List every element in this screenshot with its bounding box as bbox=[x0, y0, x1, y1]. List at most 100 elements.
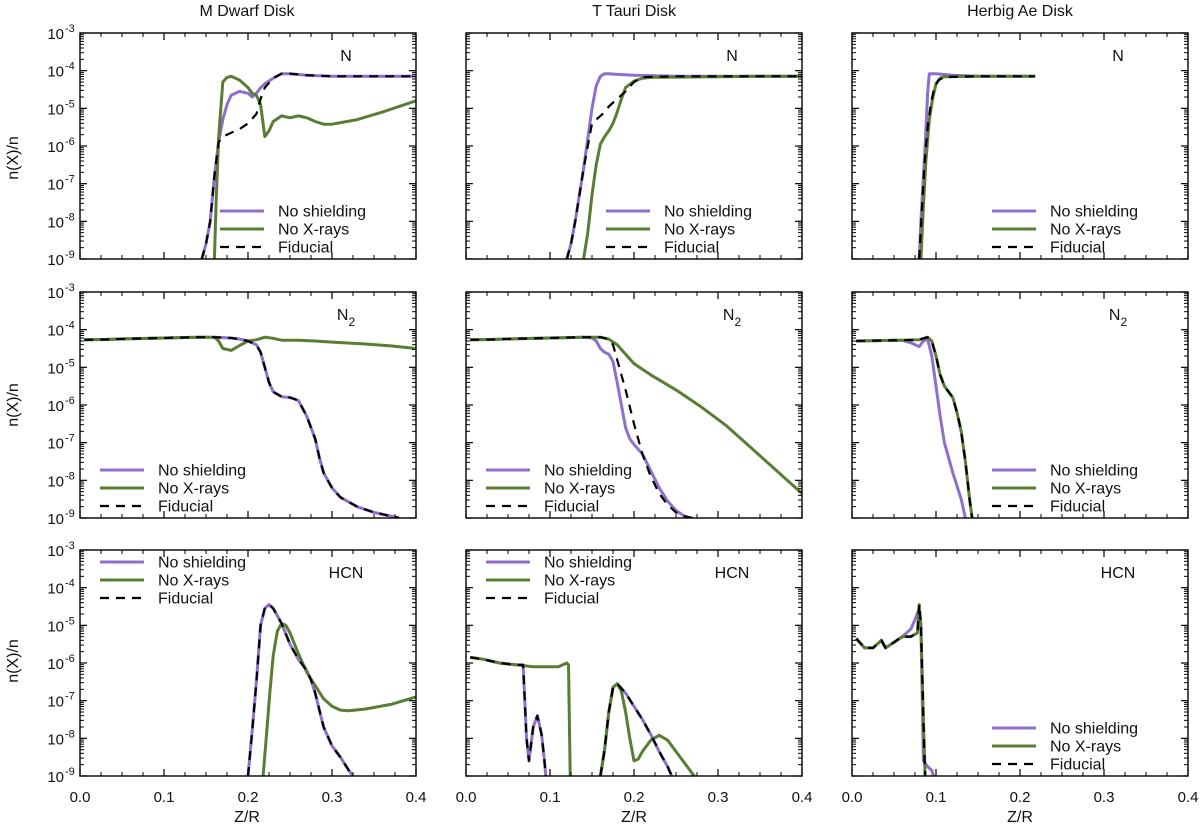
species-label: N bbox=[340, 48, 352, 65]
series-line-fiducial bbox=[470, 336, 694, 518]
y-tick-exponent: -7 bbox=[65, 174, 75, 186]
legend-label-fiducial: Fiducial bbox=[544, 591, 599, 608]
y-tick-label: 10 bbox=[47, 64, 64, 81]
y-tick-exponent: -7 bbox=[65, 691, 75, 703]
y-tick-label: 10 bbox=[47, 511, 64, 528]
legend-label-no-shielding: No shielding bbox=[544, 463, 632, 480]
y-tick-label: 10 bbox=[47, 252, 64, 269]
legend-label-no-x-rays: No X-rays bbox=[544, 573, 615, 590]
y-tick-label: 10 bbox=[47, 101, 64, 118]
y-axis-label-row-1: n(X)/n bbox=[5, 136, 22, 180]
y-tick-label: 10 bbox=[47, 214, 64, 231]
series-line-fiducial bbox=[200, 72, 416, 259]
x-tick-label: 0.1 bbox=[540, 789, 561, 806]
x-tick-label: 0.2 bbox=[1010, 789, 1031, 806]
series-line-fiducial bbox=[470, 656, 547, 776]
series-line-no-shielding bbox=[856, 337, 967, 518]
legend-label-fiducial: Fiducial bbox=[544, 499, 599, 516]
panel-frame bbox=[851, 549, 1189, 777]
panel-frame bbox=[465, 291, 803, 519]
y-tick-label: 10 bbox=[47, 581, 64, 598]
x-tick-label: 0.4 bbox=[1178, 789, 1199, 806]
species-label: HCN bbox=[329, 565, 364, 582]
series-line-no-x-rays bbox=[261, 622, 416, 776]
legend-label-fiducial: Fiducial bbox=[1050, 240, 1105, 257]
legend-label-no-shielding: No shielding bbox=[544, 555, 632, 572]
y-tick-label: 10 bbox=[47, 323, 64, 340]
series-line-no-shielding bbox=[84, 335, 400, 518]
y-tick-exponent: -6 bbox=[65, 136, 75, 148]
legend-label-no-shielding: No shielding bbox=[1050, 721, 1138, 738]
legend-label-fiducial: Fiducial bbox=[664, 240, 719, 257]
panel-frame bbox=[851, 32, 1189, 260]
y-tick-label: 10 bbox=[47, 473, 64, 490]
series-line-fiducial bbox=[84, 336, 400, 518]
legend-label-no-shielding: No shielding bbox=[158, 463, 246, 480]
x-axis-label-col-2: Z/R bbox=[621, 809, 647, 826]
legend-label-no-x-rays: No X-rays bbox=[1050, 222, 1121, 239]
x-tick-label: 0.1 bbox=[926, 789, 947, 806]
species-label: HCN bbox=[1101, 565, 1136, 582]
y-tick-exponent: -6 bbox=[65, 395, 75, 407]
panel-frame bbox=[851, 291, 1189, 519]
row-y-labels: n(X)/n n(X)/n n(X)/n bbox=[5, 136, 22, 683]
legend-label-fiducial: Fiducial bbox=[1050, 757, 1105, 774]
series-line-no-shielding bbox=[917, 72, 1036, 259]
y-tick-exponent: -7 bbox=[65, 433, 75, 445]
y-tick-label: 10 bbox=[47, 618, 64, 635]
species-label: HCN bbox=[715, 565, 750, 582]
y-tick-exponent: -5 bbox=[65, 615, 75, 627]
series-line-no-x-rays bbox=[855, 603, 927, 776]
legend-label-fiducial: Fiducial bbox=[278, 240, 333, 257]
y-tick-exponent: -4 bbox=[65, 61, 75, 73]
x-tick-label: 0.4 bbox=[406, 789, 427, 806]
y-tick-exponent: -9 bbox=[65, 508, 75, 520]
legend-label-no-x-rays: No X-rays bbox=[158, 481, 229, 498]
series-line-fiducial bbox=[565, 75, 802, 259]
y-axis-label-row-2: n(X)/n bbox=[5, 383, 22, 427]
y-tick-label: 10 bbox=[47, 177, 64, 194]
y-tick-exponent: -3 bbox=[65, 23, 75, 35]
series-line-fiducial bbox=[599, 682, 673, 776]
series-line-fiducial bbox=[918, 75, 1036, 259]
y-tick-exponent: -5 bbox=[65, 98, 75, 110]
y-tick-exponent: -8 bbox=[65, 470, 75, 482]
y-tick-label: 10 bbox=[47, 436, 64, 453]
y-tick-exponent: -9 bbox=[65, 766, 75, 778]
y-tick-exponent: -4 bbox=[65, 578, 75, 590]
column-titles: M Dwarf Disk T Tauri Disk Herbig Ae Disk bbox=[199, 3, 1073, 20]
y-axis-label-row-3: n(X)/n bbox=[5, 639, 22, 683]
species-label: N2 bbox=[1109, 307, 1128, 329]
x-tick-label: 0.4 bbox=[792, 789, 813, 806]
x-tick-label: 0.2 bbox=[624, 789, 645, 806]
x-tick-label: 0.0 bbox=[456, 789, 477, 806]
panel-frame bbox=[465, 549, 803, 777]
series-line-fiducial bbox=[856, 336, 974, 518]
species-subscript: 2 bbox=[1120, 315, 1127, 329]
column-title-herbig-ae: Herbig Ae Disk bbox=[967, 3, 1074, 20]
legend-label-no-x-rays: No X-rays bbox=[278, 222, 349, 239]
species-subscript: 2 bbox=[734, 315, 741, 329]
series-line-no-x-rays bbox=[212, 74, 416, 259]
panel-m-dwarf-disk-hcn: 10-910-810-710-610-510-410 -30.0 0.1 0.2 0.3… bbox=[47, 540, 426, 806]
x-tick-label: 0.3 bbox=[322, 789, 343, 806]
species-subscript: 2 bbox=[348, 315, 355, 329]
legend-label-no-shielding: No shielding bbox=[278, 204, 366, 221]
x-axis-label-col-3: Z/R bbox=[1007, 809, 1033, 826]
column-title-m-dwarf: M Dwarf Disk bbox=[199, 3, 295, 20]
x-tick-label: 0.3 bbox=[1094, 789, 1115, 806]
y-tick-label: 10 bbox=[47, 285, 64, 302]
